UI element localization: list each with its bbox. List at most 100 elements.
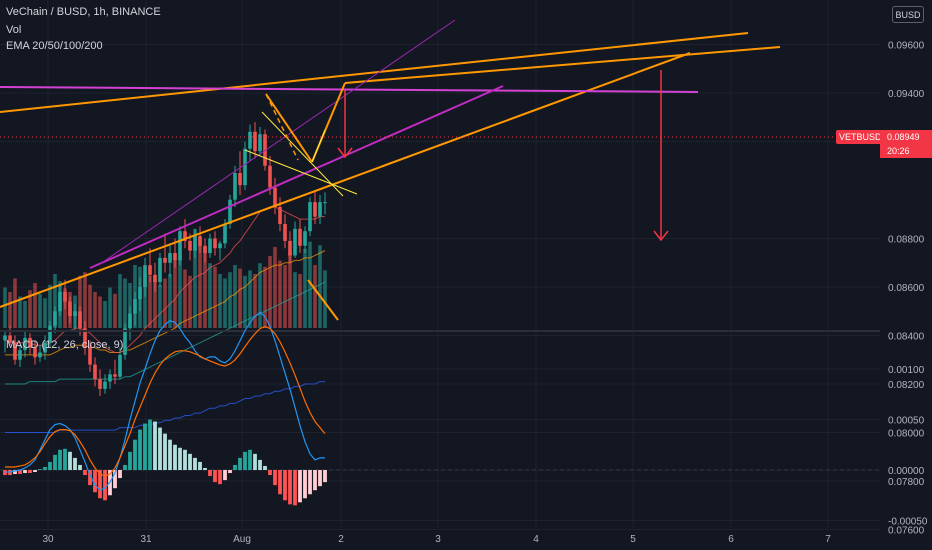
candle	[208, 233, 212, 258]
pennant-upper[interactable]	[265, 93, 313, 163]
macd-histogram-bar	[128, 451, 132, 470]
macd-histogram-bar	[178, 447, 182, 470]
macd-histogram-bar	[273, 470, 277, 486]
candle	[278, 197, 282, 232]
volume-bar	[213, 266, 217, 328]
macd-line	[5, 311, 325, 491]
time-axis[interactable]: 30 31 Aug 2 3 4 5 6 7	[42, 534, 831, 545]
macd-histogram-bar	[83, 470, 87, 476]
orange-upper-trendline[interactable]	[0, 32, 749, 113]
thin-purple-trendline[interactable]	[99, 19, 456, 265]
volume-bar	[248, 270, 252, 328]
volume-bar	[193, 229, 197, 328]
candle-body	[293, 228, 297, 256]
candle-body	[23, 337, 27, 351]
candle-body	[278, 206, 282, 224]
candle	[253, 122, 257, 159]
candle-body	[78, 311, 82, 329]
target-arrow-long[interactable]	[653, 70, 669, 242]
volume-bar	[88, 284, 92, 328]
candle	[178, 226, 182, 266]
candle	[203, 238, 207, 263]
candle	[153, 262, 157, 292]
candle-body	[103, 381, 107, 389]
macd-histogram-bar	[78, 464, 82, 470]
macd-histogram-bar	[263, 465, 267, 470]
macd-histogram-bar	[58, 449, 62, 470]
wedge-line-upper[interactable]	[244, 149, 358, 195]
volume-bar	[3, 287, 7, 328]
chart-title[interactable]: VeChain / BUSD, 1h, BINANCE	[6, 6, 161, 18]
symbol-price-tag: VETBUSD	[836, 130, 885, 144]
macd-histogram-bar	[233, 464, 237, 470]
target-arrow-short[interactable]	[337, 90, 353, 159]
volume-bar	[48, 284, 52, 328]
candle	[318, 194, 322, 224]
candle	[73, 303, 77, 331]
volume-bar	[158, 284, 162, 328]
price-axis[interactable]: 0.096000.094000.092000.088000.086000.084…	[888, 41, 928, 537]
candle-body	[118, 354, 122, 377]
macd-lines	[5, 311, 326, 491]
candle-body	[193, 236, 197, 251]
candle	[298, 219, 302, 254]
candle	[8, 325, 12, 346]
candle	[198, 226, 202, 254]
orange-resistance-line[interactable]	[344, 46, 781, 84]
pennant-breakout-low[interactable]	[311, 129, 326, 163]
currency-badge[interactable]: BUSD	[892, 6, 924, 23]
candle-body	[123, 328, 127, 355]
orange-lower-trendline[interactable]	[0, 52, 691, 308]
macd-histogram-bar	[38, 468, 42, 470]
candle-body	[268, 165, 272, 188]
volume-bar	[143, 272, 147, 328]
volume-bar	[318, 245, 322, 328]
candle	[238, 151, 242, 195]
candle	[118, 347, 122, 380]
pennant-left[interactable]	[265, 93, 299, 161]
candle-body	[93, 364, 97, 380]
volume-bar	[303, 248, 307, 328]
candle	[18, 345, 22, 368]
price-tick-label: 0.09600	[888, 41, 925, 52]
macd-histogram-bar	[188, 453, 192, 470]
volume-bar	[183, 269, 187, 328]
candle-body	[318, 202, 322, 217]
candle-body	[218, 243, 222, 249]
purple-channel-line[interactable]	[89, 85, 504, 269]
macd-indicator-label[interactable]: MACD (12, 26, close, 9)	[6, 339, 124, 351]
volume-bar	[268, 256, 272, 328]
time-tick-label: 3	[435, 534, 441, 545]
macd-histogram-bar	[283, 470, 287, 501]
volume-bar	[103, 301, 107, 328]
candle-body	[83, 328, 87, 348]
macd-histogram-bar	[278, 470, 282, 495]
candle	[288, 231, 292, 263]
trendline-drawings[interactable]	[0, 19, 781, 321]
volume-trend-line[interactable]	[307, 279, 339, 321]
macd-histogram	[3, 419, 327, 506]
ema-indicator-label[interactable]: EMA 20/50/100/200	[6, 40, 103, 52]
macd-tick-label: -0.00050	[888, 517, 928, 528]
time-tick-label: 30	[42, 534, 54, 545]
candle-body	[128, 313, 132, 329]
macd-histogram-bar	[163, 433, 167, 470]
candle-body	[108, 374, 112, 382]
purple-horizontal-line[interactable]	[0, 86, 699, 93]
volume-bar	[33, 283, 37, 328]
price-tick-label: 0.08000	[888, 429, 925, 440]
bar-countdown: 20:26	[887, 146, 910, 156]
candle	[108, 369, 112, 389]
volume-bar	[98, 296, 102, 328]
volume-bar	[273, 247, 277, 328]
macd-tick-label: 0.00050	[888, 416, 925, 427]
signal-line	[5, 325, 326, 477]
macd-histogram-bar	[133, 439, 137, 470]
volume-bar	[223, 278, 227, 328]
candle-body	[168, 253, 172, 263]
candle	[163, 233, 167, 273]
vol-indicator-label[interactable]: Vol	[6, 24, 22, 36]
candle-body	[98, 379, 102, 389]
wedge-line-lower[interactable]	[261, 111, 344, 197]
